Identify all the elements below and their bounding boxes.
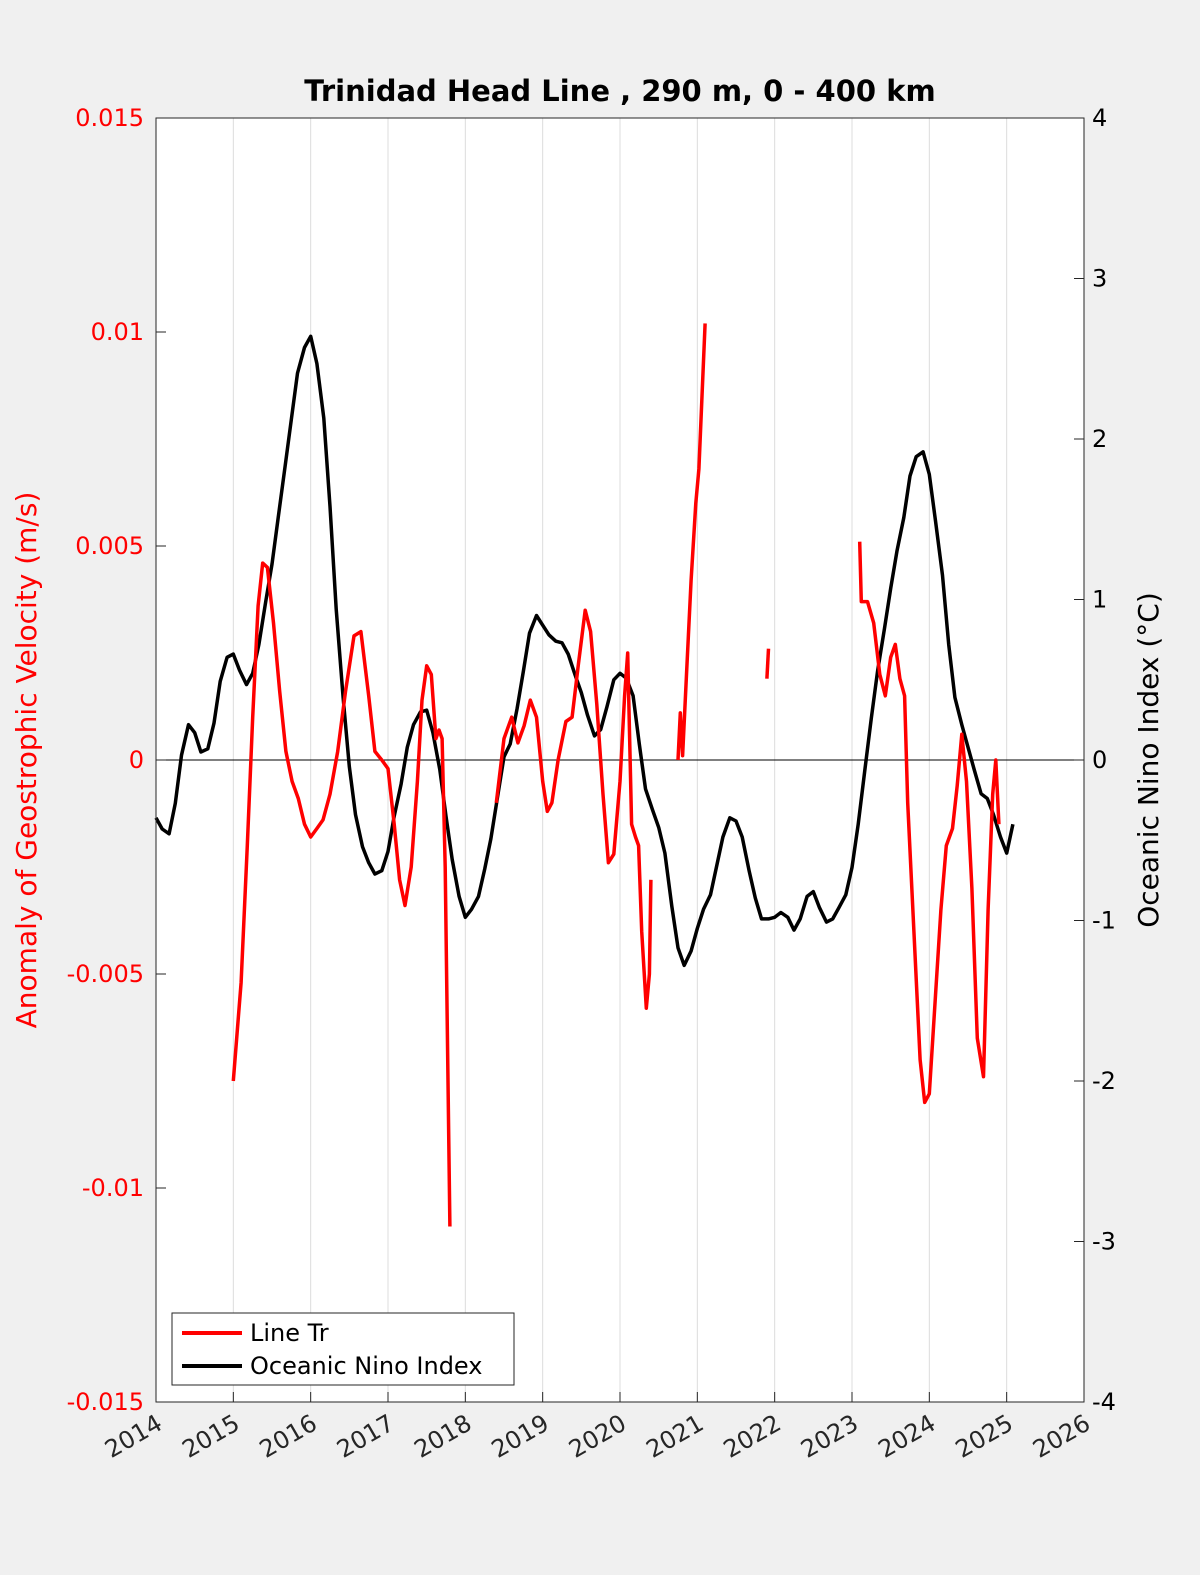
x-tick-label: 2020 (564, 1409, 631, 1464)
y-left-tick-label: -0.015 (67, 1388, 144, 1416)
y-right-tick-label: 4 (1092, 104, 1107, 132)
legend: Line Tr Oceanic Nino Index (171, 1312, 515, 1386)
y-left-tick-label: -0.005 (67, 960, 144, 988)
x-tick-label: 2026 (1028, 1409, 1095, 1464)
y-right-tick-label: 2 (1092, 425, 1107, 453)
x-tick-label: 2019 (487, 1409, 554, 1464)
x-tick-label: 2024 (873, 1409, 940, 1464)
y-right-tick-label: -4 (1092, 1388, 1116, 1416)
x-tick-label: 2018 (409, 1409, 476, 1464)
x-tick-label: 2014 (100, 1409, 167, 1464)
legend-label-oni: Oceanic Nino Index (250, 1352, 482, 1380)
y-left-tick-label: 0.01 (91, 318, 144, 346)
x-tick-label: 2016 (255, 1409, 322, 1464)
y-right-tick-label: 0 (1092, 746, 1107, 774)
y-left-tick-label: 0.015 (75, 104, 144, 132)
x-tick-label: 2015 (177, 1409, 244, 1464)
y-axis-left-label: Anomaly of Geostrophic Velocity (m/s) (10, 492, 43, 1029)
y-right-tick-label: 3 (1092, 265, 1107, 293)
y-left-tick-label: 0.005 (75, 532, 144, 560)
series-line-tr-segment (765, 648, 771, 679)
x-tick-label: 2025 (951, 1409, 1018, 1464)
legend-label-line-tr: Line Tr (250, 1319, 329, 1347)
y-right-tick-label: 1 (1092, 586, 1107, 614)
series-oceanic-nino-index-line (154, 334, 1015, 968)
x-tick-label: 2021 (641, 1409, 708, 1464)
chart-title: Trinidad Head Line , 290 m, 0 - 400 km (304, 74, 935, 108)
series-line-tr-segment (676, 323, 707, 761)
series-layer (154, 323, 1015, 1227)
y-left-tick-label: 0 (129, 746, 144, 774)
x-tick-label: 2017 (332, 1409, 399, 1464)
y-axis-right-label: Oceanic Nino Index (°C) (1132, 592, 1165, 928)
series-line-tr-segment (857, 541, 1001, 1105)
y-right-tick-label: -1 (1092, 907, 1116, 935)
x-tick-label: 2022 (719, 1409, 786, 1464)
series-line-tr-segment (494, 608, 653, 1010)
y-right-tick-label: -3 (1092, 1228, 1116, 1256)
y-right-tick-label: -2 (1092, 1067, 1116, 1095)
x-tick-label: 2023 (796, 1409, 863, 1464)
series-line-tr-segment (231, 561, 452, 1227)
legend-box (171, 1312, 515, 1386)
y-left-tick-label: -0.01 (82, 1174, 144, 1202)
